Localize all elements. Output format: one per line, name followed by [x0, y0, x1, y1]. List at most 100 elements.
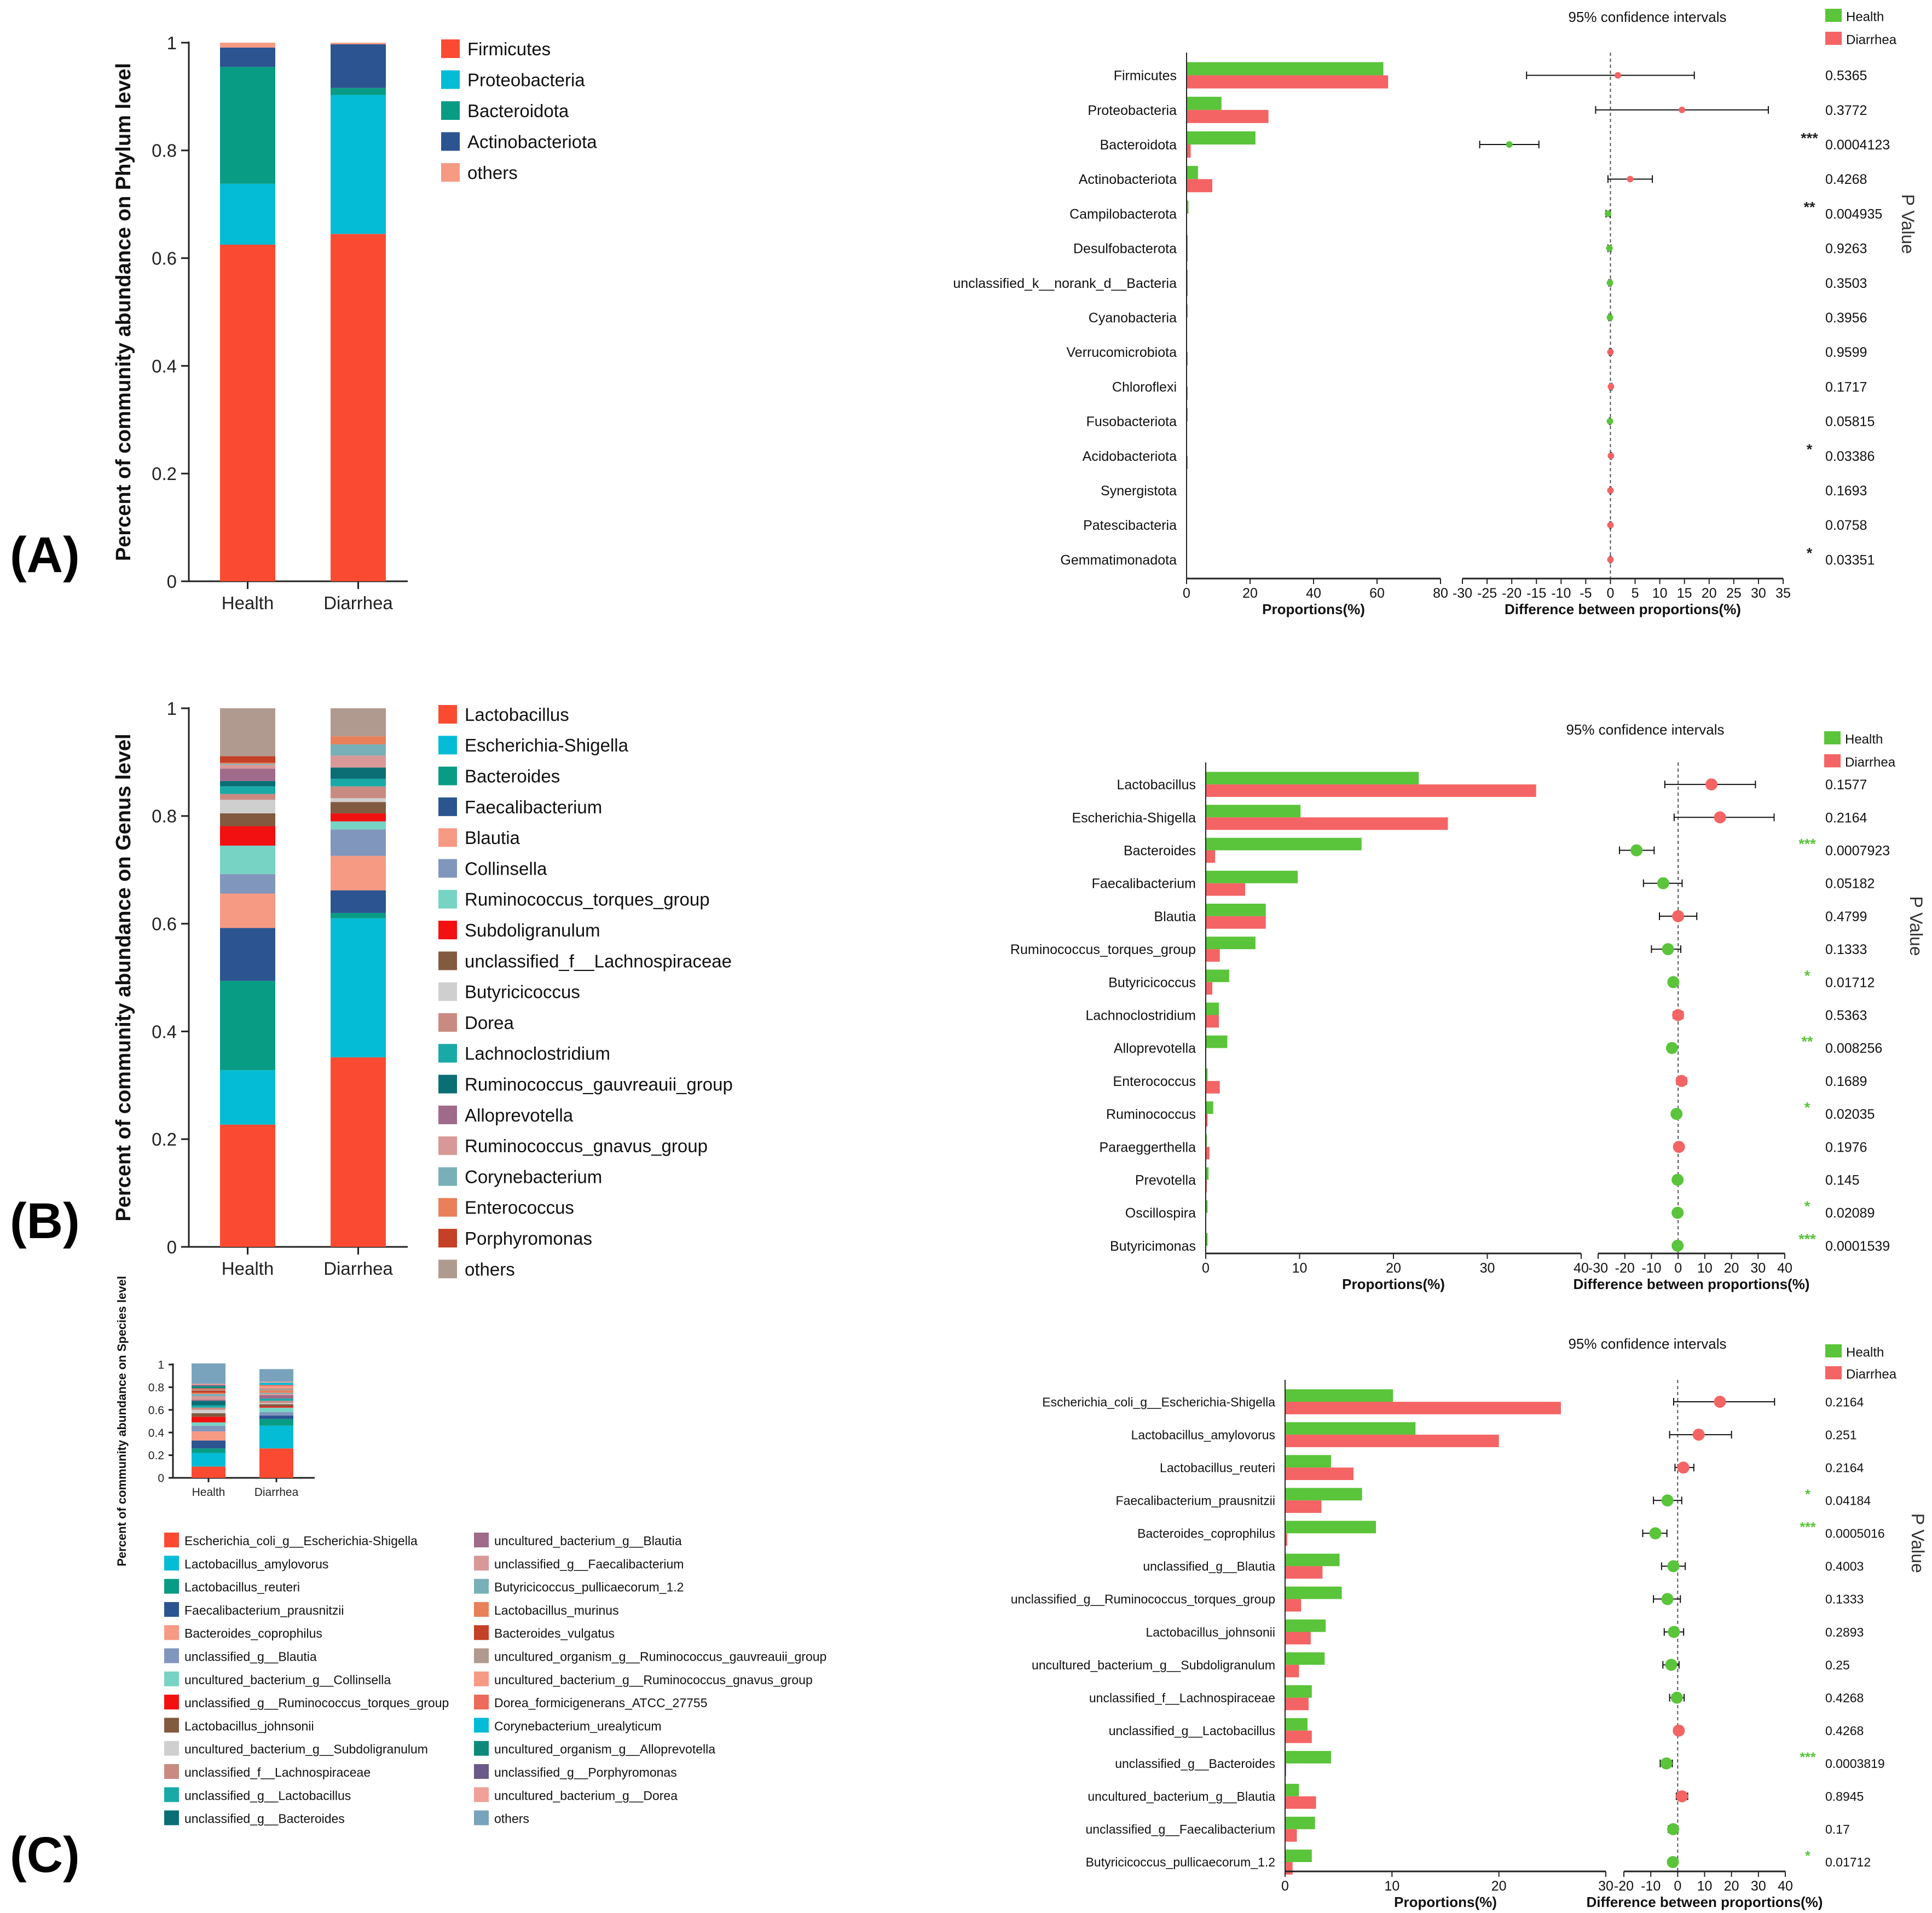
- bar-diarrhea: [1206, 1080, 1220, 1094]
- bar-diarrhea: [1285, 1730, 1312, 1743]
- panel-letter: (A): [10, 527, 80, 583]
- legend-label: Corynebacterium_urealyticum: [494, 1719, 662, 1733]
- y-tick-label: 0: [158, 1472, 164, 1485]
- bar-health: [1187, 166, 1198, 180]
- legend-swatch: [164, 1671, 179, 1686]
- legend-swatch: [164, 1741, 179, 1756]
- row-label: Lactobacillus_johnsonii: [1146, 1625, 1275, 1639]
- bar-segment-firmicutes: [220, 245, 275, 581]
- row-label: unclassified_g__Blautia: [1143, 1559, 1275, 1574]
- bar-segment-faecalibacterium: [220, 928, 275, 981]
- bar-health: [1206, 1068, 1208, 1081]
- bar-segment-escherichia-coli-g-escherichia-shigella: [192, 1466, 225, 1478]
- bar-segment-butyricicoccus-pullicaecorum-1-2: [192, 1394, 225, 1396]
- prop-tick-label: 10: [1384, 1879, 1399, 1894]
- legend-label: uncultured_bacterium_g__Dorea: [494, 1788, 678, 1802]
- legend-swatch: [474, 1787, 489, 1802]
- bar-segment-lactobacillus-johnsonii: [192, 1413, 225, 1417]
- bar-segment-unclassified-g-faecalibacterium: [259, 1394, 293, 1395]
- bar-health: [1285, 1850, 1312, 1862]
- ci-point: [1607, 383, 1615, 390]
- bar-segment-bacteroides: [331, 912, 386, 918]
- legend-swatch: [438, 705, 457, 724]
- p-value: 0.02089: [1825, 1206, 1875, 1221]
- diff-tick-label: -20: [1615, 1261, 1635, 1276]
- bar-segment-uncultured-organism-g-alloprevotella: [192, 1386, 225, 1389]
- ci-point: [1627, 176, 1634, 183]
- row-label: unclassified_k__norank_d__Bacteria: [953, 276, 1177, 291]
- row-label: Paraeggerthella: [1099, 1140, 1196, 1155]
- legend-label: Bacteroides: [465, 766, 560, 787]
- bar-segment-uncultured-bacterium-g-subdoligranulum: [259, 1403, 293, 1405]
- diff-tick-label: 10: [1697, 1261, 1713, 1276]
- legend-label: Lactobacillus_johnsonii: [184, 1719, 314, 1733]
- y-tick-label: 0.8: [152, 806, 177, 827]
- ci-point: [1705, 778, 1718, 791]
- ci-point: [1606, 245, 1613, 252]
- x-tick-label: Health: [222, 593, 274, 613]
- legend-label: Lactobacillus: [465, 704, 569, 725]
- row-label: unclassified_g__Faecalibacterium: [1086, 1822, 1275, 1836]
- legend-label: others: [465, 1259, 515, 1279]
- ci-point: [1679, 106, 1686, 113]
- row-label: Faecalibacterium: [1092, 876, 1196, 892]
- legend-label: Faecalibacterium_prausnitzii: [184, 1603, 344, 1617]
- row-label: unclassified_f__Lachnospiraceae: [1089, 1691, 1275, 1705]
- row-label: Firmicutes: [1114, 68, 1177, 84]
- row-label: Acidobacteriota: [1083, 449, 1177, 464]
- legend-swatch: [474, 1671, 489, 1686]
- row-label: Escherichia_coli_g__Escherichia-Shigella: [1042, 1395, 1275, 1409]
- diff-tick-label: -30: [1453, 586, 1472, 601]
- row-label: Desulfobacterota: [1073, 241, 1177, 257]
- bar-segment-lactobacillus: [220, 1124, 275, 1247]
- bar-health: [1206, 937, 1256, 950]
- legend-swatch-diarrhea: [1825, 1366, 1842, 1379]
- significance-stars: *: [1804, 968, 1810, 984]
- significance-stars: ***: [1798, 1231, 1816, 1247]
- legend-label: Faecalibacterium: [465, 797, 602, 817]
- bar-segment-uncultured-bacterium-g-subdoligranulum: [192, 1409, 225, 1414]
- legend-label: Bacteroides_coprophilus: [184, 1626, 322, 1640]
- bar-segment-ruminococcus-gauvreauii-group: [331, 767, 386, 779]
- legend-swatch: [164, 1625, 179, 1640]
- bar-health: [1187, 200, 1189, 214]
- bar-segment-escherichia-coli-g-escherichia-shigella: [259, 1448, 293, 1478]
- legend-label: Ruminococcus_torques_group: [465, 889, 710, 910]
- x-tick-label: Health: [192, 1486, 225, 1499]
- row-label: Alloprevotella: [1114, 1041, 1196, 1056]
- legend-swatch-health: [1824, 731, 1841, 744]
- p-value: 0.25: [1825, 1658, 1850, 1672]
- legend-label: unclassified_g__Porphyromonas: [494, 1765, 677, 1779]
- ci-point: [1606, 314, 1613, 321]
- legend-swatch: [438, 1044, 457, 1063]
- p-value: 0.2164: [1825, 1395, 1864, 1409]
- legend-swatch: [438, 1259, 457, 1279]
- bar-segment-ruminococcus-gauvreauii-group: [220, 781, 275, 787]
- diff-axis-title: Difference between proportions(%): [1505, 601, 1741, 617]
- bar-diarrhea: [1206, 883, 1246, 896]
- row-label: Actinobacteriota: [1079, 172, 1177, 187]
- legend-label: uncultured_bacterium_g__Subdoligranulum: [184, 1742, 428, 1756]
- legend-label: unclassified_g__Blautia: [184, 1649, 317, 1663]
- ci-point: [1607, 349, 1614, 356]
- legend-swatch: [164, 1810, 179, 1825]
- diff-tick-label: -20: [1614, 1879, 1634, 1894]
- ci-point: [1667, 976, 1680, 989]
- bar-segment-bacteroides: [220, 980, 275, 1071]
- bar-segment-faecalibacterium-prausnitzii: [259, 1415, 293, 1419]
- prop-tick-label: 20: [1242, 586, 1258, 601]
- diff-tick-label: 10: [1652, 586, 1668, 601]
- bar-segment-lachnoclostridium: [220, 786, 275, 794]
- bar-health: [1285, 1652, 1325, 1665]
- bar-segment-proteobacteria: [220, 183, 275, 245]
- bar-segment-dorea: [220, 794, 275, 800]
- bar-segment-unclassified-g-lactobacillus: [259, 1398, 293, 1401]
- bar-diarrhea: [1285, 1467, 1354, 1480]
- bar-health: [1285, 1685, 1312, 1698]
- legend-swatch: [164, 1533, 179, 1547]
- p-value: 0.02035: [1825, 1107, 1875, 1122]
- row-label: uncultured_bacterium_g__Blautia: [1088, 1789, 1275, 1804]
- diff-tick-label: -10: [1641, 1261, 1661, 1276]
- legend-swatch-diarrhea: [1824, 754, 1841, 767]
- bar-segment-actinobacteriota: [220, 47, 275, 67]
